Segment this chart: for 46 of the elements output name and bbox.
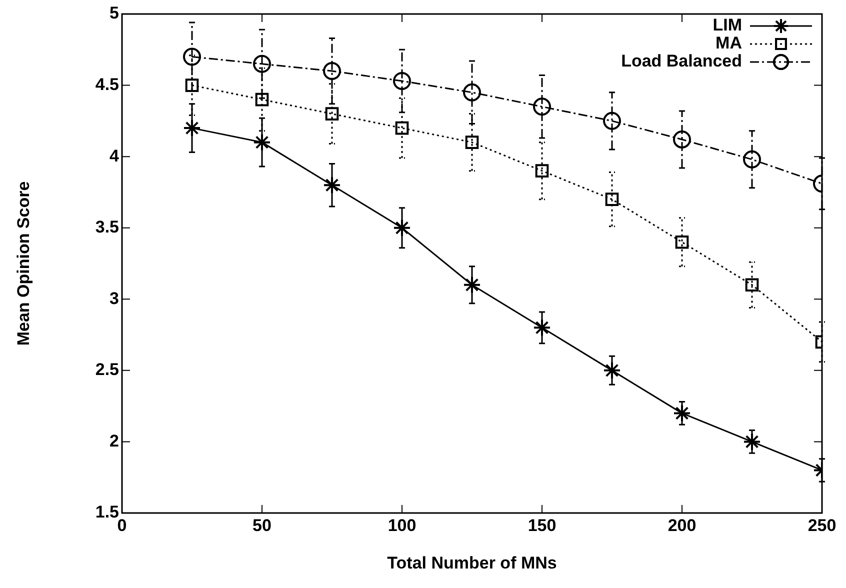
point [533,318,551,337]
point [185,78,199,92]
x-tick-label: 200 [668,516,696,535]
point [463,276,481,294]
y-tick-label: 4 [110,146,120,166]
y-tick-label: 2.5 [95,360,119,380]
y-tick-label: 3.5 [95,218,119,237]
point [463,83,481,102]
point [253,54,271,73]
legend-label: Load Balanced [621,52,742,71]
point [393,218,411,237]
legend-label: LIM [712,16,742,35]
point [605,192,619,206]
point [533,98,551,116]
legend-label: MA [716,34,742,53]
point [603,112,621,130]
point [395,121,409,135]
point [255,92,269,106]
y-tick-label: 5 [110,4,119,23]
point [323,62,341,80]
point [673,130,691,148]
x-tick-label: 50 [252,516,272,535]
point [325,107,339,120]
point [745,278,759,292]
point [603,361,621,380]
x-tick-label: 100 [388,516,416,535]
y-tick-label: 3 [110,288,119,308]
point [743,432,761,451]
y-tick-label: 1.5 [95,502,119,522]
y-axis-title: Mean Opinion Score [14,181,33,346]
point [323,176,341,194]
point [253,133,271,152]
x-tick-label: 0 [117,516,127,535]
x-tick-label: 250 [808,516,836,535]
point [673,404,691,422]
point [743,150,761,168]
y-tick-label: 2 [110,431,119,450]
point [535,164,549,178]
point [183,119,201,138]
x-axis-title: Total Number of MNs [387,553,557,572]
point [675,235,689,249]
x-tick-label: 150 [528,516,556,535]
point [183,48,201,66]
point [465,136,479,149]
y-tick-label: 4.5 [95,74,119,94]
point [393,72,411,90]
